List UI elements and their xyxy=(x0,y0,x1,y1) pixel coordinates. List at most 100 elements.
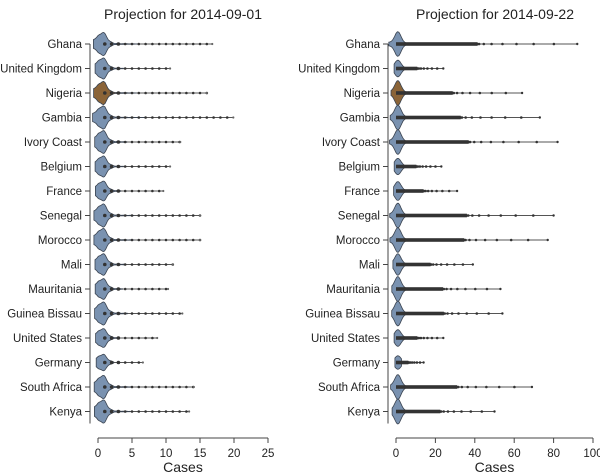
data-point xyxy=(157,165,161,168)
data-point xyxy=(466,214,470,217)
data-point xyxy=(168,67,172,70)
data-point xyxy=(103,287,107,291)
data-point xyxy=(490,42,493,46)
data-point xyxy=(109,238,114,242)
data-point xyxy=(485,385,488,389)
data-point xyxy=(157,189,161,193)
data-point xyxy=(130,42,134,46)
data-point xyxy=(185,116,188,119)
data-point xyxy=(439,410,443,413)
data-point xyxy=(473,287,477,291)
violin-body xyxy=(94,278,123,300)
data-point xyxy=(449,287,453,291)
data-point xyxy=(446,410,450,413)
data-point xyxy=(151,410,154,413)
category-label: Nigeria xyxy=(344,88,381,100)
data-point xyxy=(418,361,422,364)
violin-mali xyxy=(392,253,475,276)
data-point xyxy=(198,91,202,95)
data-point xyxy=(151,189,154,193)
category-label: Ghana xyxy=(47,39,82,51)
data-point xyxy=(442,67,445,70)
data-point-cluster xyxy=(396,262,431,267)
data-point xyxy=(137,410,141,413)
data-point xyxy=(157,385,161,389)
data-point-cluster xyxy=(396,409,441,414)
data-point xyxy=(469,410,473,413)
violin-guinea-bissau xyxy=(391,300,504,327)
category-label: South Africa xyxy=(318,382,381,394)
category-label: France xyxy=(344,186,380,198)
data-point xyxy=(109,66,114,71)
data-point xyxy=(422,336,426,340)
data-point xyxy=(468,140,472,144)
data-point xyxy=(116,140,121,144)
data-point xyxy=(429,165,432,168)
data-point xyxy=(144,140,147,144)
data-point xyxy=(151,312,154,315)
data-point xyxy=(116,238,121,242)
data-point xyxy=(430,336,434,340)
data-point xyxy=(490,91,494,95)
data-point xyxy=(552,42,556,46)
data-point xyxy=(171,263,174,266)
data-point xyxy=(130,385,134,389)
data-point xyxy=(116,287,121,291)
data-point xyxy=(116,91,121,95)
data-point xyxy=(457,312,460,315)
violin-body xyxy=(93,203,135,228)
data-point xyxy=(137,42,141,46)
data-point xyxy=(130,67,134,70)
data-point xyxy=(417,336,421,340)
x-axis-label: Cases xyxy=(163,459,203,475)
data-point xyxy=(477,214,481,217)
violin-belgium xyxy=(393,158,443,175)
data-point-cluster xyxy=(396,238,465,242)
data-point xyxy=(171,410,175,413)
data-point xyxy=(164,42,168,46)
data-point xyxy=(103,164,107,169)
data-point xyxy=(116,115,121,120)
data-point xyxy=(490,116,493,119)
data-point xyxy=(460,116,464,119)
data-point xyxy=(457,385,460,389)
data-point xyxy=(123,165,127,168)
data-point xyxy=(157,42,161,46)
violin-kenya xyxy=(94,399,191,424)
category-label: Kenya xyxy=(49,407,82,419)
data-point xyxy=(123,263,127,266)
data-point xyxy=(178,214,181,217)
data-point xyxy=(468,238,471,242)
data-point xyxy=(123,238,127,242)
data-point xyxy=(441,189,444,193)
violin-united-kingdom xyxy=(393,59,445,78)
data-point xyxy=(514,214,517,217)
data-point-cluster xyxy=(396,287,443,291)
violin-guinea-bissau xyxy=(94,301,184,326)
data-point xyxy=(109,385,114,389)
data-point xyxy=(178,238,181,242)
data-point xyxy=(137,312,141,315)
data-point xyxy=(418,165,422,168)
data-point xyxy=(157,263,161,266)
data-point xyxy=(435,189,438,193)
data-point xyxy=(464,287,467,291)
data-point xyxy=(461,91,464,95)
data-point xyxy=(470,116,474,119)
data-point xyxy=(171,42,175,46)
data-point xyxy=(137,361,141,364)
data-point xyxy=(109,213,114,218)
data-point xyxy=(151,67,154,70)
data-point xyxy=(130,361,134,364)
data-point xyxy=(461,263,465,266)
violin-france xyxy=(95,180,165,202)
data-point xyxy=(503,116,507,119)
data-point xyxy=(171,238,175,242)
data-point xyxy=(151,287,154,291)
data-point xyxy=(546,238,549,242)
data-point xyxy=(495,238,499,242)
data-point xyxy=(416,165,420,168)
data-point xyxy=(151,263,154,266)
data-point xyxy=(191,214,195,217)
data-point xyxy=(452,410,456,413)
